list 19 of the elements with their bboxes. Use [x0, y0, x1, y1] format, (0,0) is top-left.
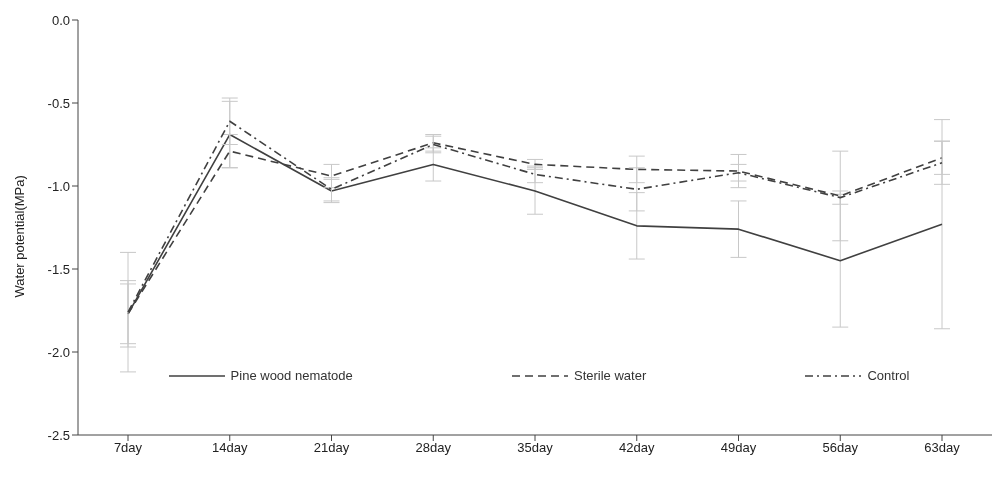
y-tick-label: -2.5	[47, 427, 70, 443]
x-tick-label: 7day	[113, 440, 143, 456]
x-tick-label: 63day	[924, 440, 961, 456]
y-tick-label: 0.0	[51, 12, 70, 28]
x-tick-label: 56day	[822, 440, 859, 456]
y-tick-label: -2.0	[47, 344, 70, 360]
x-tick-label: 28day	[415, 440, 452, 456]
legend-label: Sterile water	[573, 368, 647, 383]
legend-label: Pine wood nematode	[230, 368, 353, 383]
x-tick-label: 14day	[212, 440, 248, 456]
x-tick-label: 35day	[517, 440, 554, 456]
y-axis-title: Water potential(MPa)	[11, 175, 27, 298]
x-tick-label: 42day	[619, 440, 655, 456]
x-tick-label: 49day	[720, 440, 757, 456]
y-tick-label: -0.5	[47, 95, 70, 111]
y-tick-label: -1.0	[47, 178, 70, 194]
legend-label: Control	[867, 368, 910, 383]
y-tick-label: -1.5	[47, 261, 70, 277]
x-tick-label: 21day	[313, 440, 350, 456]
